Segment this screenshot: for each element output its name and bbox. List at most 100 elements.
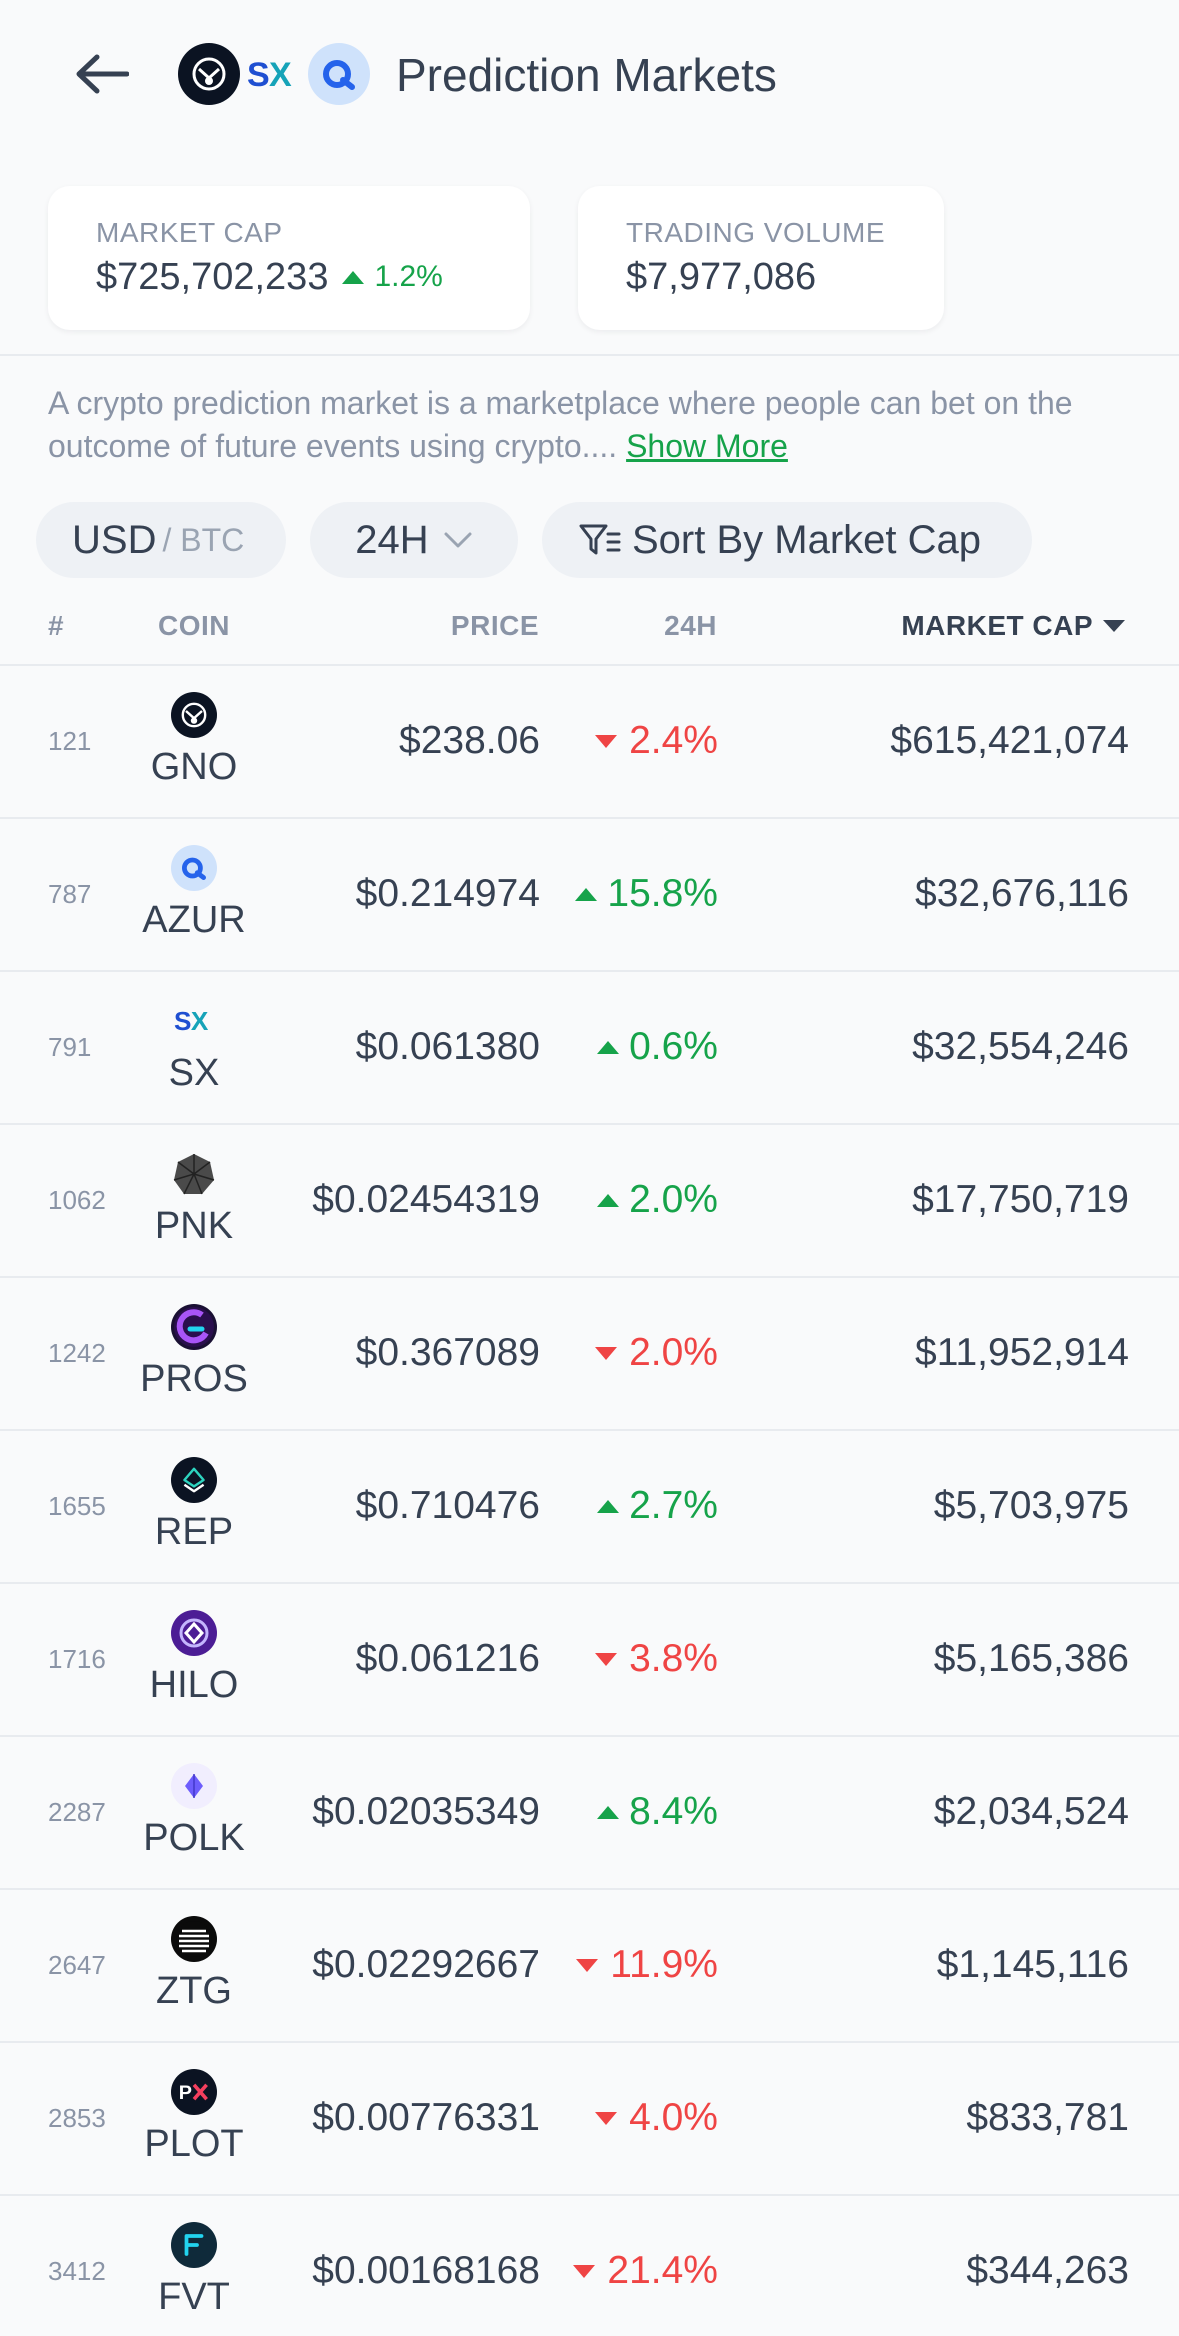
triangle-down-icon xyxy=(573,2264,596,2278)
row-change-value: 2.0% xyxy=(629,1331,718,1374)
table-row[interactable]: 2287 POLK $0.02035349 8.4% $2,034,524 xyxy=(0,1735,1179,1888)
row-change-value: 8.4% xyxy=(629,1790,718,1833)
filter-bar: USD / BTC 24H Sort By Market Cap xyxy=(36,502,1032,578)
header-rank: # xyxy=(48,610,65,641)
row-rank: 3412 xyxy=(48,2256,106,2286)
row-change-value: 11.9% xyxy=(610,1943,718,1986)
arrow-left-icon xyxy=(76,54,129,94)
row-change: 2.0% xyxy=(595,1330,718,1376)
svg-text:X: X xyxy=(269,56,292,92)
row-symbol: SX xyxy=(168,1052,220,1094)
row-change-value: 3.8% xyxy=(629,1637,718,1680)
table-row[interactable]: 2647 ZTG $0.02292667 11.9% $1,145,116 xyxy=(0,1888,1179,2041)
row-symbol: PLOT xyxy=(144,2123,244,2165)
rep-icon xyxy=(171,1457,217,1503)
row-price: $0.00776331 xyxy=(312,2096,540,2139)
table-row[interactable]: 1716 HILO $0.061216 3.8% $5,165,386 xyxy=(0,1582,1179,1735)
row-change-value: 15.8% xyxy=(607,872,718,915)
triangle-up-icon xyxy=(597,1040,620,1054)
table-row[interactable]: 787 AZUR $0.214974 15.8% $32,676,116 xyxy=(0,817,1179,970)
row-change: 15.8% xyxy=(575,871,718,917)
row-change: 4.0% xyxy=(595,2095,718,2141)
header-24h[interactable]: 24H xyxy=(664,610,717,641)
ztg-icon xyxy=(171,1916,217,1962)
row-change-value: 2.0% xyxy=(629,1178,718,1221)
row-symbol: AZUR xyxy=(142,899,246,941)
triangle-down-icon xyxy=(576,1958,599,1972)
row-rank: 1716 xyxy=(48,1644,106,1674)
currency-secondary: / BTC xyxy=(162,521,245,558)
azur-logo-icon xyxy=(308,43,370,105)
row-symbol: POLK xyxy=(143,1817,245,1859)
table-row[interactable]: 1062 PNK $0.02454319 2.0% $17,750,719 xyxy=(0,1123,1179,1276)
description-text: A crypto prediction market is a marketpl… xyxy=(48,385,1073,464)
market-cap-card: MARKET CAP $725,702,233 1.2% xyxy=(48,186,530,330)
svg-text:S: S xyxy=(174,1006,191,1036)
row-market-cap: $2,034,524 xyxy=(933,1790,1129,1833)
currency-primary: USD xyxy=(72,517,157,562)
trading-volume-value: $7,977,086 xyxy=(626,256,817,298)
row-rank: 2287 xyxy=(48,1797,106,1827)
row-price: $0.367089 xyxy=(355,1331,540,1374)
currency-toggle[interactable]: USD / BTC xyxy=(36,502,286,578)
row-change: 11.9% xyxy=(576,1942,718,1988)
row-price: $0.061216 xyxy=(355,1637,540,1680)
chevron-down-icon xyxy=(444,532,472,548)
row-market-cap: $11,952,914 xyxy=(915,1331,1129,1374)
back-button[interactable] xyxy=(70,42,134,106)
row-rank: 791 xyxy=(48,1032,92,1062)
table-header: # COIN PRICE 24H MARKET CAP xyxy=(0,596,1179,666)
row-rank: 121 xyxy=(48,726,92,756)
gno-icon xyxy=(171,692,217,738)
row-price: $0.02035349 xyxy=(312,1790,540,1833)
table-row[interactable]: 1242 PROS $0.367089 2.0% $11,952,914 xyxy=(0,1276,1179,1429)
header-price[interactable]: PRICE xyxy=(450,610,539,641)
table-row[interactable]: 2853 P PLOT $0.00776331 4.0% $833,781 xyxy=(0,2041,1179,2194)
market-cap-change-value: 1.2% xyxy=(374,260,443,293)
market-cap-value: $725,702,233 xyxy=(96,256,329,298)
row-change-value: 2.4% xyxy=(629,719,718,762)
stats-row: MARKET CAP $725,702,233 1.2% TRADING VOL… xyxy=(48,186,944,330)
row-change: 2.4% xyxy=(595,718,718,764)
header-market-cap[interactable]: MARKET CAP xyxy=(901,606,1125,646)
show-more-link[interactable]: Show More xyxy=(626,428,788,464)
row-rank: 2647 xyxy=(48,1950,106,1980)
table-row[interactable]: 1655 REP $0.710476 2.7% $5,703,975 xyxy=(0,1429,1179,1582)
triangle-up-icon xyxy=(575,887,598,901)
plot-icon: P xyxy=(171,2069,217,2115)
table-row[interactable]: 3412 FVT $0.00168168 21.4% $344,263 xyxy=(0,2194,1179,2336)
pnk-icon xyxy=(171,1151,217,1197)
row-change-value: 4.0% xyxy=(629,2096,718,2139)
row-market-cap: $17,750,719 xyxy=(912,1178,1129,1221)
row-change-value: 2.7% xyxy=(629,1484,718,1527)
row-symbol: PROS xyxy=(140,1358,248,1400)
row-market-cap: $615,421,074 xyxy=(890,719,1129,762)
page-title: Prediction Markets xyxy=(396,49,777,101)
row-market-cap: $5,703,975 xyxy=(933,1484,1129,1527)
row-price: $0.061380 xyxy=(355,1025,540,1068)
gno-logo-icon xyxy=(178,43,240,105)
row-change: 21.4% xyxy=(573,2248,718,2294)
row-change-value: 21.4% xyxy=(607,2249,718,2292)
header-coin[interactable]: COIN xyxy=(158,610,230,641)
row-rank: 1062 xyxy=(48,1185,106,1215)
svg-text:S: S xyxy=(247,56,270,92)
row-change: 8.4% xyxy=(597,1789,718,1835)
row-market-cap: $833,781 xyxy=(966,2096,1129,2139)
row-market-cap: $32,554,246 xyxy=(912,1025,1129,1068)
sort-dropdown[interactable]: Sort By Market Cap xyxy=(542,502,1032,578)
period-label: 24H xyxy=(355,517,429,562)
table-row[interactable]: 121 GNO $238.06 2.4% $615,421,074 xyxy=(0,664,1179,817)
triangle-down-icon xyxy=(595,2111,618,2125)
row-price: $238.06 xyxy=(399,719,540,762)
row-price: $0.214974 xyxy=(355,872,540,915)
row-rank: 2853 xyxy=(48,2103,106,2133)
period-dropdown[interactable]: 24H xyxy=(310,502,518,578)
row-symbol: PNK xyxy=(154,1205,234,1247)
triangle-up-icon xyxy=(597,1193,620,1207)
row-rank: 787 xyxy=(48,879,92,909)
